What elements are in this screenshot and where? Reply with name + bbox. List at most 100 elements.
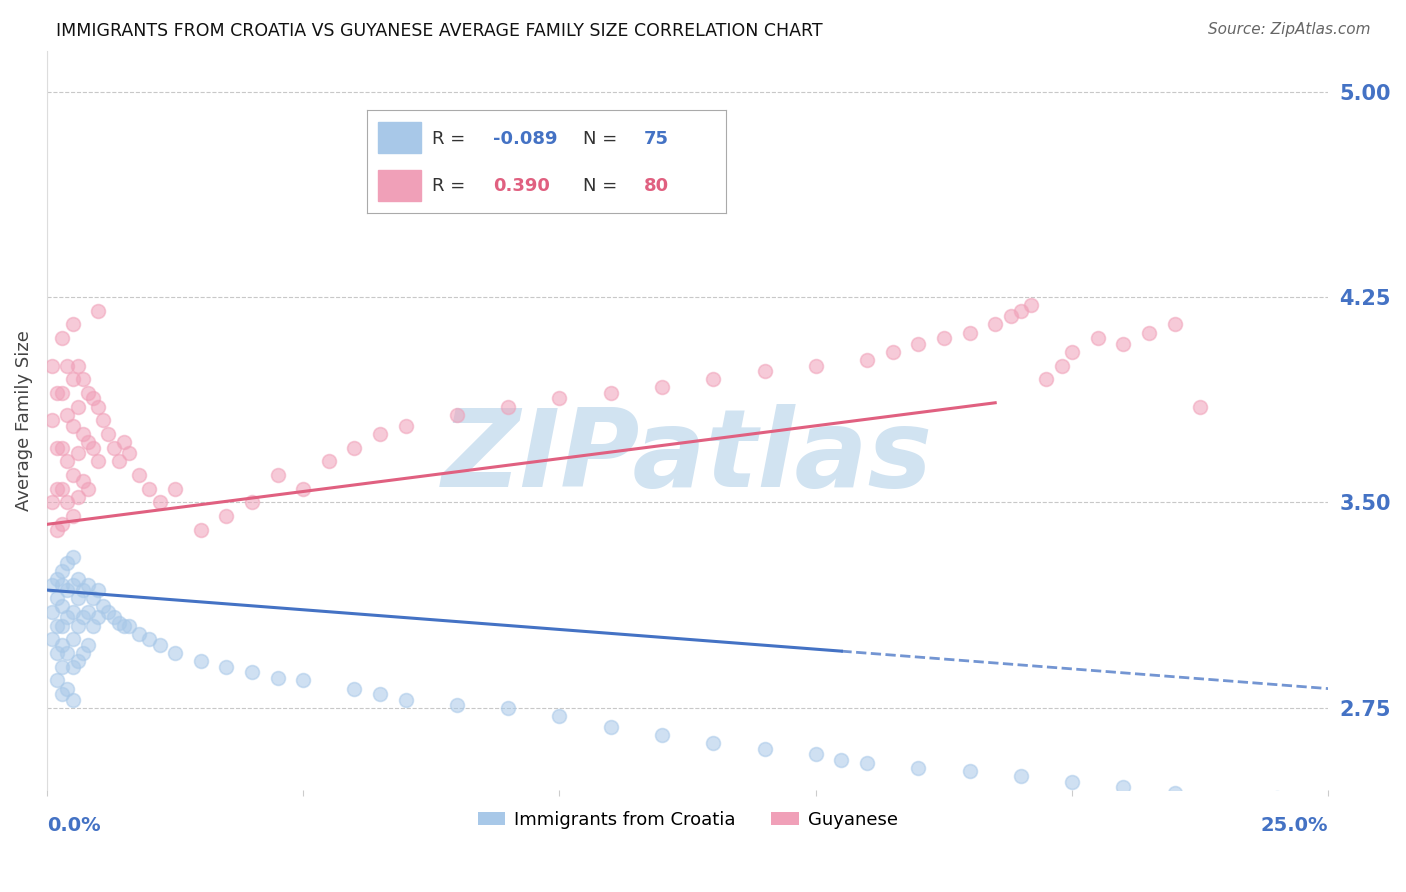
Point bbox=[103, 441, 125, 455]
Point bbox=[984, 318, 1007, 332]
Point bbox=[72, 610, 94, 624]
Point bbox=[651, 380, 673, 394]
Point bbox=[62, 632, 84, 647]
Point bbox=[51, 618, 73, 632]
Point bbox=[62, 372, 84, 386]
Point bbox=[1010, 769, 1032, 783]
Point bbox=[343, 441, 366, 455]
Point bbox=[51, 517, 73, 532]
Point bbox=[163, 482, 186, 496]
Text: Source: ZipAtlas.com: Source: ZipAtlas.com bbox=[1208, 22, 1371, 37]
Point bbox=[907, 336, 929, 351]
Point bbox=[87, 610, 110, 624]
Point bbox=[62, 468, 84, 483]
Point bbox=[1137, 326, 1160, 340]
Point bbox=[77, 577, 100, 591]
Point bbox=[138, 632, 160, 647]
Point bbox=[97, 605, 120, 619]
Point bbox=[62, 605, 84, 619]
Point bbox=[292, 482, 315, 496]
Point bbox=[496, 700, 519, 714]
Point bbox=[702, 372, 724, 386]
Point bbox=[1062, 344, 1084, 359]
Point bbox=[51, 331, 73, 345]
Point bbox=[240, 665, 263, 680]
Point bbox=[46, 482, 69, 496]
Point bbox=[77, 385, 100, 400]
Point bbox=[72, 427, 94, 442]
Point bbox=[41, 359, 63, 373]
Point bbox=[1112, 780, 1135, 794]
Point bbox=[62, 550, 84, 565]
Point bbox=[51, 577, 73, 591]
Point bbox=[1163, 786, 1185, 800]
Point bbox=[266, 671, 288, 685]
Point bbox=[66, 400, 89, 414]
Point bbox=[1265, 791, 1288, 805]
Point bbox=[41, 577, 63, 591]
Point bbox=[41, 495, 63, 509]
Point bbox=[51, 687, 73, 701]
Point bbox=[62, 659, 84, 673]
Point bbox=[118, 446, 141, 460]
Point bbox=[51, 599, 73, 614]
Point bbox=[87, 454, 110, 468]
Point bbox=[149, 638, 172, 652]
Point bbox=[82, 591, 104, 606]
Point bbox=[46, 591, 69, 606]
Point bbox=[548, 709, 571, 723]
Point bbox=[66, 591, 89, 606]
Point bbox=[215, 509, 238, 524]
Point bbox=[41, 632, 63, 647]
Text: 25.0%: 25.0% bbox=[1261, 815, 1329, 835]
Point bbox=[1087, 331, 1109, 345]
Point bbox=[46, 618, 69, 632]
Point bbox=[1189, 400, 1212, 414]
Point bbox=[97, 427, 120, 442]
Point bbox=[804, 359, 827, 373]
Point bbox=[446, 698, 468, 712]
Text: IMMIGRANTS FROM CROATIA VS GUYANESE AVERAGE FAMILY SIZE CORRELATION CHART: IMMIGRANTS FROM CROATIA VS GUYANESE AVER… bbox=[56, 22, 823, 40]
Point bbox=[77, 605, 100, 619]
Point bbox=[128, 468, 150, 483]
Point bbox=[112, 618, 135, 632]
Point bbox=[51, 385, 73, 400]
Point bbox=[51, 482, 73, 496]
Point bbox=[62, 418, 84, 433]
Point bbox=[66, 618, 89, 632]
Point bbox=[62, 692, 84, 706]
Point bbox=[62, 318, 84, 332]
Point bbox=[66, 446, 89, 460]
Y-axis label: Average Family Size: Average Family Size bbox=[15, 330, 32, 511]
Point bbox=[51, 441, 73, 455]
Point bbox=[56, 408, 79, 422]
Point bbox=[72, 646, 94, 660]
Point bbox=[56, 495, 79, 509]
Point bbox=[163, 646, 186, 660]
Point bbox=[72, 372, 94, 386]
Point bbox=[66, 572, 89, 586]
Point bbox=[41, 605, 63, 619]
Point bbox=[830, 753, 852, 767]
Point bbox=[754, 742, 776, 756]
Point bbox=[959, 326, 981, 340]
Point bbox=[856, 353, 879, 368]
Point bbox=[1000, 310, 1022, 324]
Point bbox=[51, 659, 73, 673]
Point bbox=[368, 687, 391, 701]
Point bbox=[190, 654, 212, 668]
Point bbox=[82, 392, 104, 406]
Point bbox=[91, 599, 114, 614]
Point bbox=[51, 638, 73, 652]
Point bbox=[91, 413, 114, 427]
Point bbox=[77, 638, 100, 652]
Point bbox=[66, 490, 89, 504]
Point bbox=[77, 435, 100, 450]
Point bbox=[62, 577, 84, 591]
Point bbox=[1019, 298, 1042, 312]
Point bbox=[1062, 774, 1084, 789]
Point bbox=[46, 523, 69, 537]
Point bbox=[1163, 318, 1185, 332]
Point bbox=[856, 756, 879, 770]
Point bbox=[1050, 359, 1073, 373]
